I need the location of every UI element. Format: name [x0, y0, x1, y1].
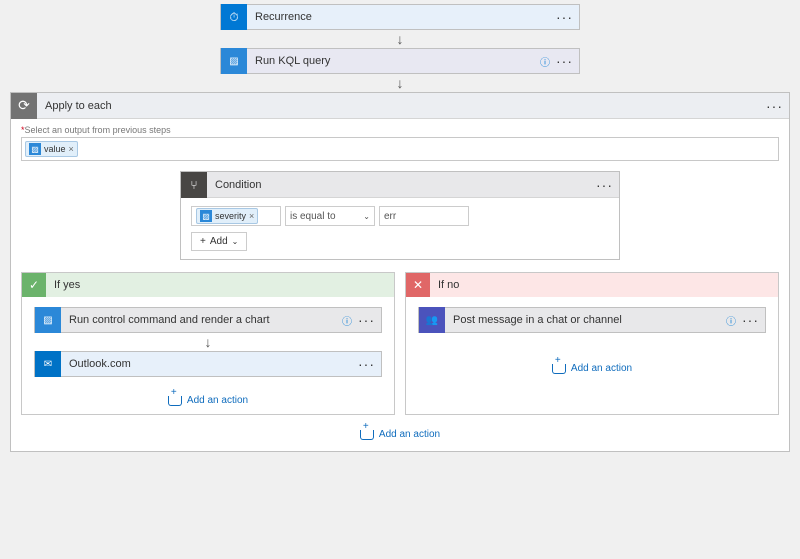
action-title: Recurrence	[247, 11, 556, 23]
more-icon[interactable]: ···	[556, 54, 573, 68]
condition-row: ▨ severity × is equal to ⌄ err	[191, 206, 609, 226]
output-picker[interactable]: ▨ value ×	[21, 137, 779, 161]
container-title: Apply to each	[37, 100, 766, 112]
arrow-icon: ↓	[397, 32, 404, 46]
arrow-icon: ↓	[397, 76, 404, 90]
action-run-kql[interactable]: ▨ Run KQL query ⓘ ···	[220, 48, 580, 74]
add-action-link[interactable]: Add an action	[168, 395, 248, 406]
branch-yes-title: If yes	[46, 279, 80, 291]
action-apply-to-each: Apply to each ··· *Select an output from…	[10, 92, 790, 452]
action-teams-post[interactable]: 👥 Post message in a chat or channel ⓘ ··…	[418, 307, 766, 333]
check-icon: ✓	[22, 273, 46, 297]
more-icon[interactable]: ···	[742, 313, 759, 327]
adx-icon: ▨	[35, 307, 61, 333]
action-title: Run KQL query	[247, 55, 540, 67]
container-header[interactable]: Apply to each ···	[11, 93, 789, 119]
action-title: Post message in a chat or channel	[445, 314, 726, 326]
branches: ✓ If yes ▨ Run control command and rende…	[21, 272, 779, 415]
help-icon[interactable]: ⓘ	[540, 54, 550, 69]
flow-canvas: Recurrence ··· ↓ ▨ Run KQL query ⓘ ··· ↓…	[0, 0, 800, 452]
condition-right-operand[interactable]: err	[379, 206, 469, 226]
add-step-icon	[360, 430, 374, 440]
add-step-icon	[552, 364, 566, 374]
add-condition-button[interactable]: + Add ⌄	[191, 232, 247, 251]
chevron-down-icon: ⌄	[232, 237, 239, 246]
close-icon: ✕	[406, 273, 430, 297]
help-icon[interactable]: ⓘ	[726, 313, 736, 328]
plus-icon: +	[200, 236, 206, 247]
action-title: Run control command and render a chart	[61, 314, 342, 326]
more-icon[interactable]: ···	[358, 357, 375, 371]
more-icon[interactable]: ···	[596, 178, 613, 192]
more-icon[interactable]: ···	[766, 99, 783, 113]
loop-icon	[11, 93, 37, 119]
more-icon[interactable]: ···	[358, 313, 375, 327]
add-action-link[interactable]: Add an action	[552, 363, 632, 374]
branch-yes: ✓ If yes ▨ Run control command and rende…	[21, 272, 395, 415]
outlook-icon: ✉	[35, 351, 61, 377]
token-label: value	[44, 144, 66, 154]
action-run-chart[interactable]: ▨ Run control command and render a chart…	[34, 307, 382, 333]
chevron-down-icon: ⌄	[363, 212, 370, 221]
token-label: severity	[215, 211, 246, 221]
teams-icon: 👥	[419, 307, 445, 333]
condition-title: Condition	[207, 179, 596, 191]
adx-icon: ▨	[221, 48, 247, 74]
more-icon[interactable]: ···	[556, 10, 573, 24]
remove-icon[interactable]: ×	[69, 144, 74, 154]
action-outlook[interactable]: ✉ Outlook.com ···	[34, 351, 382, 377]
condition-header[interactable]: ⑂ Condition ···	[181, 172, 619, 198]
branch-yes-header[interactable]: ✓ If yes	[22, 273, 394, 297]
condition-operator-dropdown[interactable]: is equal to ⌄	[285, 206, 375, 226]
remove-icon[interactable]: ×	[249, 211, 254, 221]
token-severity[interactable]: ▨ severity ×	[196, 208, 258, 224]
add-action-link[interactable]: Add an action	[360, 429, 440, 440]
adx-icon: ▨	[29, 143, 41, 155]
token-value[interactable]: ▨ value ×	[25, 141, 78, 157]
add-step-icon	[168, 396, 182, 406]
action-recurrence[interactable]: Recurrence ···	[220, 4, 580, 30]
adx-icon: ▨	[200, 210, 212, 222]
condition-left-operand[interactable]: ▨ severity ×	[191, 206, 281, 226]
clock-icon	[221, 4, 247, 30]
action-condition: ⑂ Condition ··· ▨ severity ×	[180, 171, 620, 260]
branch-no-header[interactable]: ✕ If no	[406, 273, 778, 297]
branch-no: ✕ If no 👥 Post message in a chat or chan…	[405, 272, 779, 415]
arrow-icon: ↓	[205, 335, 212, 349]
help-icon[interactable]: ⓘ	[342, 313, 352, 328]
condition-icon: ⑂	[181, 172, 207, 198]
field-label: *Select an output from previous steps	[21, 125, 779, 135]
branch-no-title: If no	[430, 279, 459, 291]
action-title: Outlook.com	[61, 358, 358, 370]
